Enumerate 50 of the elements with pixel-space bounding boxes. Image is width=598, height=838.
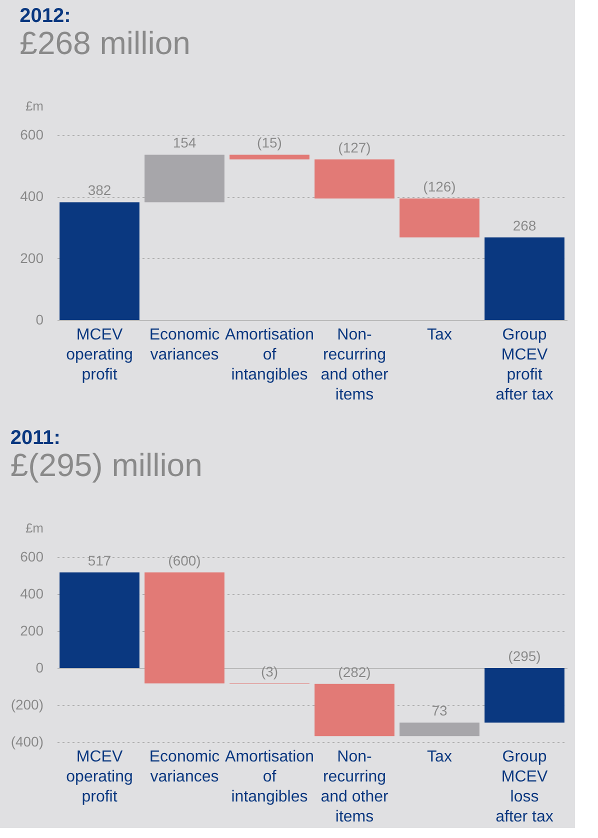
chart-title: 2011: [10,427,60,449]
x-tick-label: Tax [427,748,452,766]
x-tick-label: Group MCEV loss after tax [496,748,554,826]
y-tick-label: 600 [20,126,44,142]
y-tick-label: 0 [36,660,44,676]
y-tick-label: 400 [20,586,44,602]
chart-subtitle: £268 million [20,25,190,61]
y-tick-label: (200) [10,696,44,712]
bar [60,202,140,320]
data-label: 73 [432,702,448,719]
bar [484,668,564,723]
x-tick-label: Tax [427,326,452,344]
x-tick-label: Economic variances [149,748,220,786]
data-label: (295) [508,648,541,664]
y-tick-label: 200 [20,622,44,638]
x-tick-label: Non- recurring and other items [320,748,389,826]
bar [314,684,394,736]
y-tick-label: (400) [10,734,44,750]
data-label: (282) [338,664,371,680]
bar [484,237,564,320]
data-label: (3) [260,663,278,680]
y-tick-label: 400 [20,188,44,204]
x-tick-label: MCEV operating profit [66,748,133,806]
y-tick-label: 0 [36,312,44,328]
y-axis-title: £m [25,520,44,536]
x-tick-label: Non- recurring and other items [320,326,389,404]
bar [314,159,394,199]
chart-title: 2012: [20,5,71,27]
y-tick-label: 600 [20,548,44,564]
y-tick-label: 200 [20,250,44,266]
x-tick-label: Amortisation of intangibles [225,748,314,806]
x-tick-label: Economic variances [149,326,220,364]
data-label: (15) [257,134,282,151]
chart-subtitle: £(295) million [10,447,202,483]
data-label: 268 [512,217,536,234]
data-label: 517 [88,552,112,568]
bar [400,722,480,736]
bar [144,572,224,684]
bar [60,572,140,668]
x-tick-label: MCEV operating profit [66,326,133,384]
data-label: 154 [172,134,196,151]
data-label: (600) [168,552,201,568]
x-tick-label: Amortisation of intangibles [225,326,314,384]
data-label: (126) [423,178,456,195]
data-label: (127) [338,139,371,156]
y-axis-title: £m [25,98,44,114]
data-label: 382 [88,182,112,198]
x-tick-label: Group MCEV profit after tax [496,326,554,404]
bar [400,198,480,238]
bar [230,154,310,160]
